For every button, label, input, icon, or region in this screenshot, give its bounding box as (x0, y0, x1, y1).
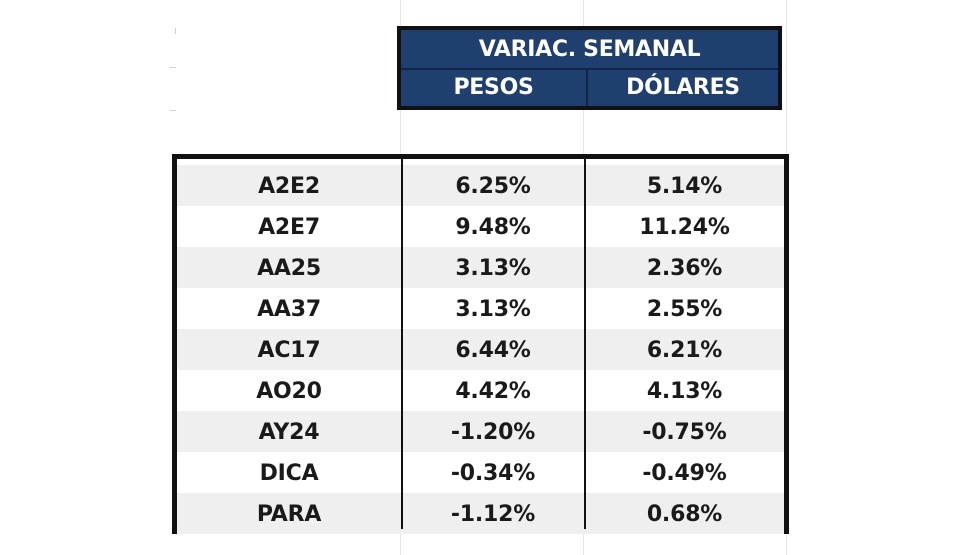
dolares-cell: 0.68% (646, 502, 723, 527)
dolares-cell: 2.36% (646, 256, 723, 281)
pesos-cell: -1.12% (450, 502, 536, 527)
pesos-cell: 6.25% (455, 174, 531, 199)
table-row: AA25 3.13% 2.36% (177, 247, 784, 288)
pesos-cell: 4.42% (455, 379, 531, 404)
pesos-cell: 3.13% (455, 256, 531, 281)
dolares-cell: 11.24% (639, 215, 730, 240)
pesos-cell: 6.44% (455, 338, 531, 363)
dolares-cell: 4.13% (646, 379, 723, 404)
grid-tick (170, 67, 176, 68)
column-header-pesos: PESOS (401, 68, 588, 106)
variation-table: A2E2 6.25% 5.14% A2E7 9.48% 11.24% AA25 … (172, 154, 789, 534)
pesos-cell: 3.13% (455, 297, 531, 322)
header-title: VARIAC. SEMANAL (401, 30, 778, 70)
grid-tick (175, 28, 176, 34)
ticker-cell: A2E2 (258, 174, 320, 199)
table-row: AA37 3.13% 2.55% (177, 288, 784, 329)
table-row: AY24 -1.20% -0.75% (177, 411, 784, 452)
column-header-dolares: DÓLARES (626, 75, 740, 100)
ticker-cell: AA37 (257, 297, 321, 322)
dolares-cell: 5.14% (646, 174, 723, 199)
dolares-cell: -0.49% (642, 461, 727, 486)
ticker-cell: A2E7 (258, 215, 320, 240)
pesos-cell: -1.20% (450, 420, 536, 445)
table-row: AO20 4.42% 4.13% (177, 370, 784, 411)
dolares-cell: 6.21% (646, 338, 723, 363)
grid-tick (170, 110, 176, 111)
pesos-cell: 9.48% (455, 215, 531, 240)
ticker-cell: AO20 (256, 379, 322, 404)
ticker-cell: AA25 (257, 256, 321, 281)
column-divider (584, 159, 586, 529)
table-row: A2E2 6.25% 5.14% (177, 165, 784, 206)
dolares-cell: 2.55% (646, 297, 723, 322)
table-row: PARA -1.12% 0.68% (177, 493, 784, 534)
ticker-cell: DICA (259, 461, 319, 486)
ticker-cell: PARA (256, 502, 322, 527)
table-row: DICA -0.34% -0.49% (177, 452, 784, 493)
column-divider (401, 159, 403, 529)
ticker-cell: AY24 (258, 420, 320, 445)
ticker-cell: AC17 (257, 338, 321, 363)
table-row: A2E7 9.48% 11.24% (177, 206, 784, 247)
weekly-variation-header: VARIAC. SEMANAL PESOS DÓLARES (397, 26, 782, 110)
table-row: AC17 6.44% 6.21% (177, 329, 784, 370)
pesos-cell: -0.34% (450, 461, 536, 486)
dolares-cell: -0.75% (642, 420, 727, 445)
